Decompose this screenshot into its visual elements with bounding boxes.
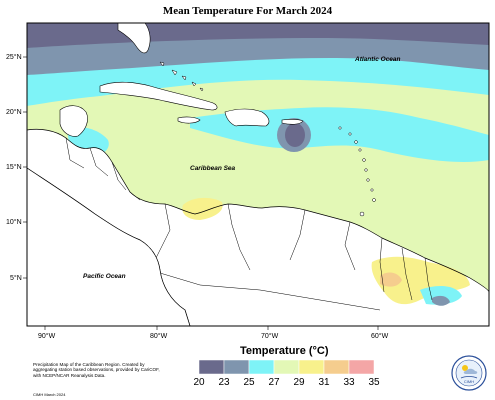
logo-text: CIMH [464,379,474,384]
land-puerto-rico [281,119,304,125]
legend-value-27: 27 [268,377,280,388]
legend-swatch-4 [298,359,325,375]
warm-region-guianas-land [371,256,470,305]
credit-date: CIMH March 2024 [33,392,66,397]
cool-spot-coast-land [420,286,462,305]
land-bahamas [159,61,204,92]
legend-swatch-3 [273,359,300,375]
lon-tick-80w: 80°W [150,332,168,340]
legend-title: Temperature (°C) [240,345,329,357]
map-frame [26,22,490,327]
country-borders [65,137,433,311]
land-yucatan [59,105,88,137]
lat-tick-20n: 20°N [6,108,22,116]
lon-tick-70w: 70°W [261,332,279,340]
legend-swatch-6 [348,359,375,375]
warm-spot-colombia-land [182,199,223,220]
legend-value-25: 25 [243,377,255,388]
lat-tick-15n: 15°N [6,163,22,171]
legend-value-20: 20 [193,377,205,388]
lat-tick-5n: 5°N [10,274,22,282]
land-florida [117,22,151,54]
legend-swatch-1 [223,359,250,375]
cimh-logo: CIMH [451,355,487,391]
pacific-coastline-top [26,167,191,327]
lat-tick-10n: 10°N [6,218,22,226]
legend-value-33: 33 [343,377,355,388]
lat-tick-25n: 25°N [6,53,22,61]
legend-swatch-5 [323,359,350,375]
lon-tick-60w: 60°W [371,332,389,340]
lon-tick-90w: 90°W [38,332,56,340]
land-jamaica [177,116,201,124]
cool-spot-inner [285,123,305,147]
legend-value-29: 29 [293,377,305,388]
legend-value-35: 35 [368,377,380,388]
pacific-white [27,168,190,326]
legend-value-23: 23 [218,377,230,388]
hot-spot-guianas-land [380,272,402,287]
map-title: Mean Temperature For March 2024 [162,5,333,17]
legend-swatch-0 [198,359,225,375]
cool-spot-coast-land-inner [432,295,450,306]
label-pacific-ocean: Pacific Ocean [83,273,126,280]
lon-axis: 90°W 80°W 70°W 60°W [38,326,389,340]
land-lesser-antilles [338,126,376,217]
lat-axis: 25°N 20°N 15°N 10°N 5°N [6,53,27,282]
land-cuba [99,81,218,111]
credit-text: Precipitation Map of the Caribbean Regio… [33,362,160,378]
label-caribbean-sea: Caribbean Sea [190,165,236,172]
land-hispaniola [224,108,270,127]
legend-swatch-2 [248,359,275,375]
legend-value-31: 31 [318,377,330,388]
label-atlantic-ocean: Atlantic Ocean [354,56,401,63]
